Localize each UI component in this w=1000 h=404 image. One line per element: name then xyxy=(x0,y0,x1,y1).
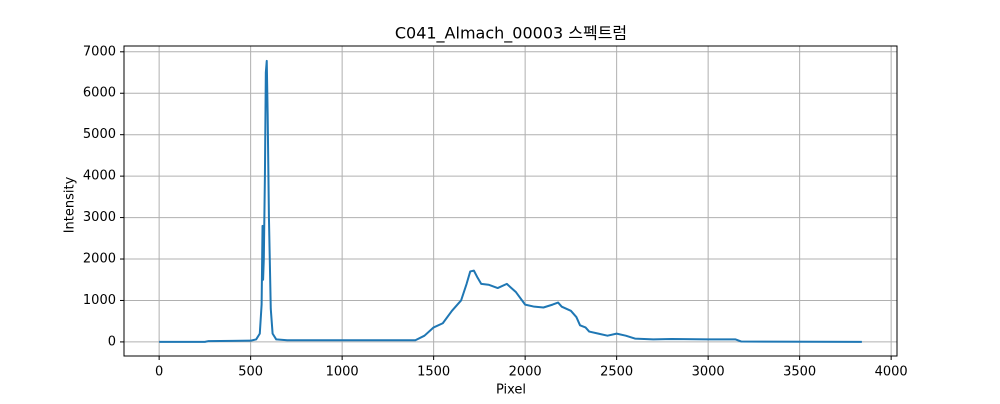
x-tick-label: 500 xyxy=(238,365,263,380)
y-tick-label: 7000 xyxy=(83,44,116,59)
x-tick-label: 2500 xyxy=(600,365,633,380)
x-tick-label: 2000 xyxy=(509,365,542,380)
x-tick-label: 1500 xyxy=(417,365,450,380)
data-line xyxy=(159,59,862,343)
plot-frame xyxy=(123,45,898,357)
y-tick-label: 0 xyxy=(108,334,116,349)
y-tick-label: 6000 xyxy=(83,86,116,101)
y-tick-label: 5000 xyxy=(83,127,116,142)
y-tick-label: 1000 xyxy=(83,293,116,308)
y-tick-label: 2000 xyxy=(83,252,116,267)
y-tick-label: 4000 xyxy=(83,169,116,184)
x-tick-label: 3000 xyxy=(692,365,725,380)
x-tick-label: 1000 xyxy=(326,365,359,380)
x-tick-label: 4000 xyxy=(875,365,908,380)
y-axis-label: Intensity xyxy=(63,176,78,233)
x-axis-label: Pixel xyxy=(496,383,526,398)
x-tick-label: 0 xyxy=(155,365,163,380)
x-tick-label: 3500 xyxy=(783,365,816,380)
y-tick-label: 3000 xyxy=(83,210,116,225)
chart-title: C041_Almach_00003 스펙트럼 xyxy=(395,24,627,44)
